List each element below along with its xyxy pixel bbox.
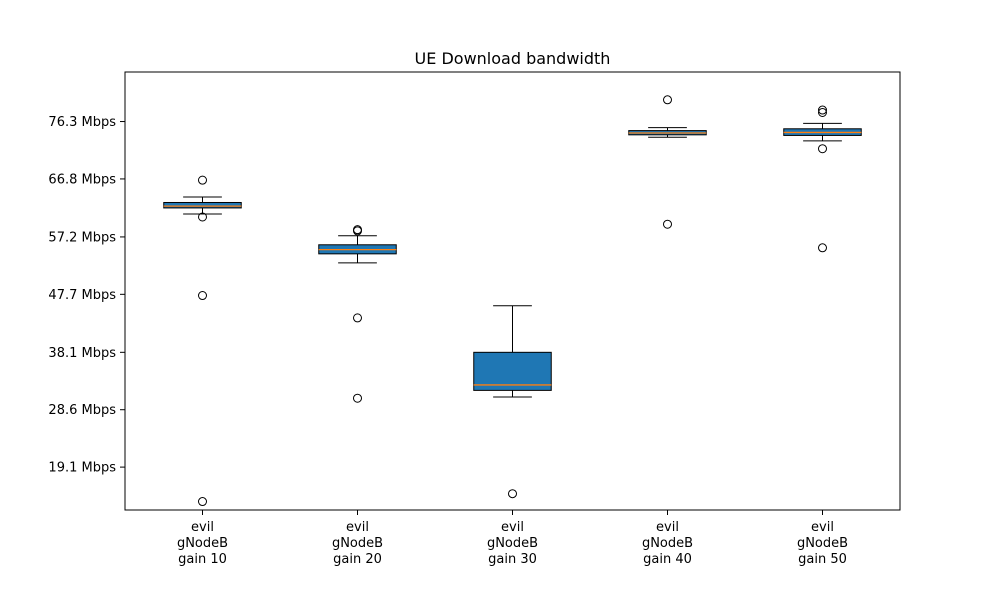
outlier-point xyxy=(663,219,672,229)
plot-area-frame xyxy=(124,71,901,511)
x-category-label: evil xyxy=(501,520,524,535)
y-tick-label: 47.7 Mbps xyxy=(48,288,116,303)
chart-title: UE Download bandwidth xyxy=(415,49,611,68)
box-body xyxy=(473,351,552,391)
outlier-point xyxy=(353,393,362,403)
outlier-point xyxy=(198,175,207,185)
x-category-label: gain 30 xyxy=(488,552,537,567)
x-category-label: gNodeB xyxy=(797,536,848,551)
x-category-label: evil xyxy=(346,520,369,535)
y-tick-label: 28.6 Mbps xyxy=(48,403,116,418)
x-category-label: gNodeB xyxy=(332,536,383,551)
x-category-label: gain 40 xyxy=(643,552,692,567)
x-category-label: evil xyxy=(191,520,214,535)
outlier-point xyxy=(818,105,827,115)
outlier-point xyxy=(198,291,207,301)
x-category-label: gain 10 xyxy=(178,552,227,567)
outlier-point xyxy=(198,212,207,222)
outlier-point xyxy=(663,95,672,105)
x-category-label: gain 20 xyxy=(333,552,382,567)
outlier-point xyxy=(353,313,362,323)
x-category-label: gNodeB xyxy=(177,536,228,551)
outlier-point xyxy=(818,144,827,154)
x-category-label: gain 50 xyxy=(798,552,847,567)
box-body xyxy=(163,201,242,209)
outlier-point xyxy=(818,107,827,117)
outlier-point xyxy=(818,243,827,253)
y-tick-label: 57.2 Mbps xyxy=(48,230,116,245)
box-1 xyxy=(163,175,242,507)
y-tick-label: 66.8 Mbps xyxy=(48,172,116,187)
box-3 xyxy=(473,305,552,499)
y-tick-label: 38.1 Mbps xyxy=(48,346,116,361)
box-5 xyxy=(783,105,862,253)
x-category-label: evil xyxy=(811,520,834,535)
outlier-point xyxy=(508,489,517,499)
x-category-label: gNodeB xyxy=(642,536,693,551)
y-tick-label: 19.1 Mbps xyxy=(48,461,116,476)
y-axis: 19.1 Mbps 28.6 Mbps 38.1 Mbps 47.7 Mbps 57.2… xyxy=(48,115,125,476)
x-category-label: gNodeB xyxy=(487,536,538,551)
box-2 xyxy=(318,225,397,403)
box-4 xyxy=(628,95,707,229)
x-category-label: evil xyxy=(656,520,679,535)
boxes-layer xyxy=(163,95,862,507)
outlier-point xyxy=(198,497,207,507)
outlier-point xyxy=(353,226,362,236)
y-tick-label: 76.3 Mbps xyxy=(48,115,116,130)
